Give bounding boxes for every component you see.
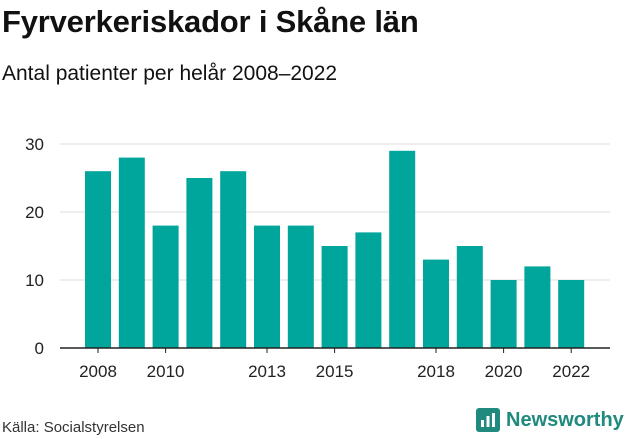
bar — [287, 225, 314, 348]
bar — [389, 150, 416, 348]
bar — [85, 171, 111, 348]
x-tick-label: 2020 — [485, 362, 523, 381]
brand-logo: Newsworthy — [476, 408, 624, 432]
y-tick-label: 0 — [35, 339, 44, 358]
x-tick-label: 2013 — [248, 362, 286, 381]
x-tick-label: 2022 — [552, 362, 590, 381]
bar — [490, 280, 517, 348]
bar — [355, 232, 382, 348]
y-tick-label: 10 — [25, 271, 44, 290]
source-note: Källa: Socialstyrelsen — [2, 419, 145, 436]
bar — [321, 246, 348, 348]
newsworthy-logo-icon — [476, 408, 500, 432]
bar — [118, 157, 145, 348]
bar — [254, 225, 280, 348]
chart-subtitle: Antal patienter per helår 2008–2022 — [2, 62, 338, 85]
bar-chart: 0 10 20 30 2008 2010 2013 2015 2018 2020 2022 — [25, 135, 610, 381]
x-tick-label: 2008 — [79, 362, 117, 381]
bar — [186, 178, 213, 348]
x-tick-label: 2015 — [316, 362, 354, 381]
bar — [220, 171, 247, 348]
bar — [524, 266, 551, 348]
brand-name: Newsworthy — [506, 408, 624, 431]
bar — [423, 259, 449, 348]
bar — [558, 280, 585, 348]
y-tick-label: 20 — [25, 203, 44, 222]
x-tick-label: 2010 — [147, 362, 185, 381]
y-tick-label: 30 — [25, 135, 44, 154]
bar — [456, 246, 483, 348]
x-tick-label: 2018 — [417, 362, 455, 381]
bar — [152, 225, 179, 348]
chart-title: Fyrverkeriskador i Skåne län — [2, 4, 419, 39]
